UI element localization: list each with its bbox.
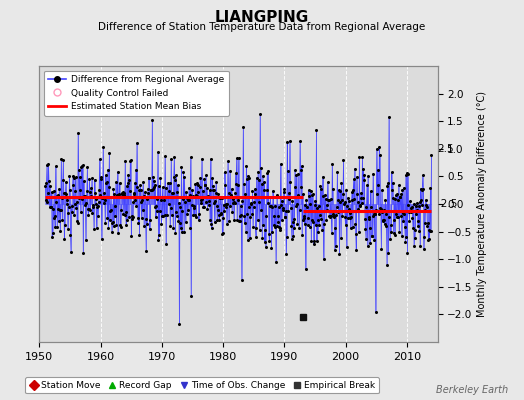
Text: Difference of Station Temperature Data from Regional Average: Difference of Station Temperature Data f… [99, 22, 425, 32]
Y-axis label: Monthly Temperature Anomaly Difference (°C): Monthly Temperature Anomaly Difference (… [477, 91, 487, 317]
Legend: Difference from Regional Average, Quality Control Failed, Estimated Station Mean: Difference from Regional Average, Qualit… [44, 70, 228, 116]
Text: Berkeley Earth: Berkeley Earth [436, 385, 508, 395]
Text: LIANGPING: LIANGPING [215, 10, 309, 25]
Legend: Station Move, Record Gap, Time of Obs. Change, Empirical Break: Station Move, Record Gap, Time of Obs. C… [26, 377, 379, 394]
Text: -2.5: -2.5 [438, 199, 458, 209]
Text: 2.5: 2.5 [438, 144, 454, 154]
